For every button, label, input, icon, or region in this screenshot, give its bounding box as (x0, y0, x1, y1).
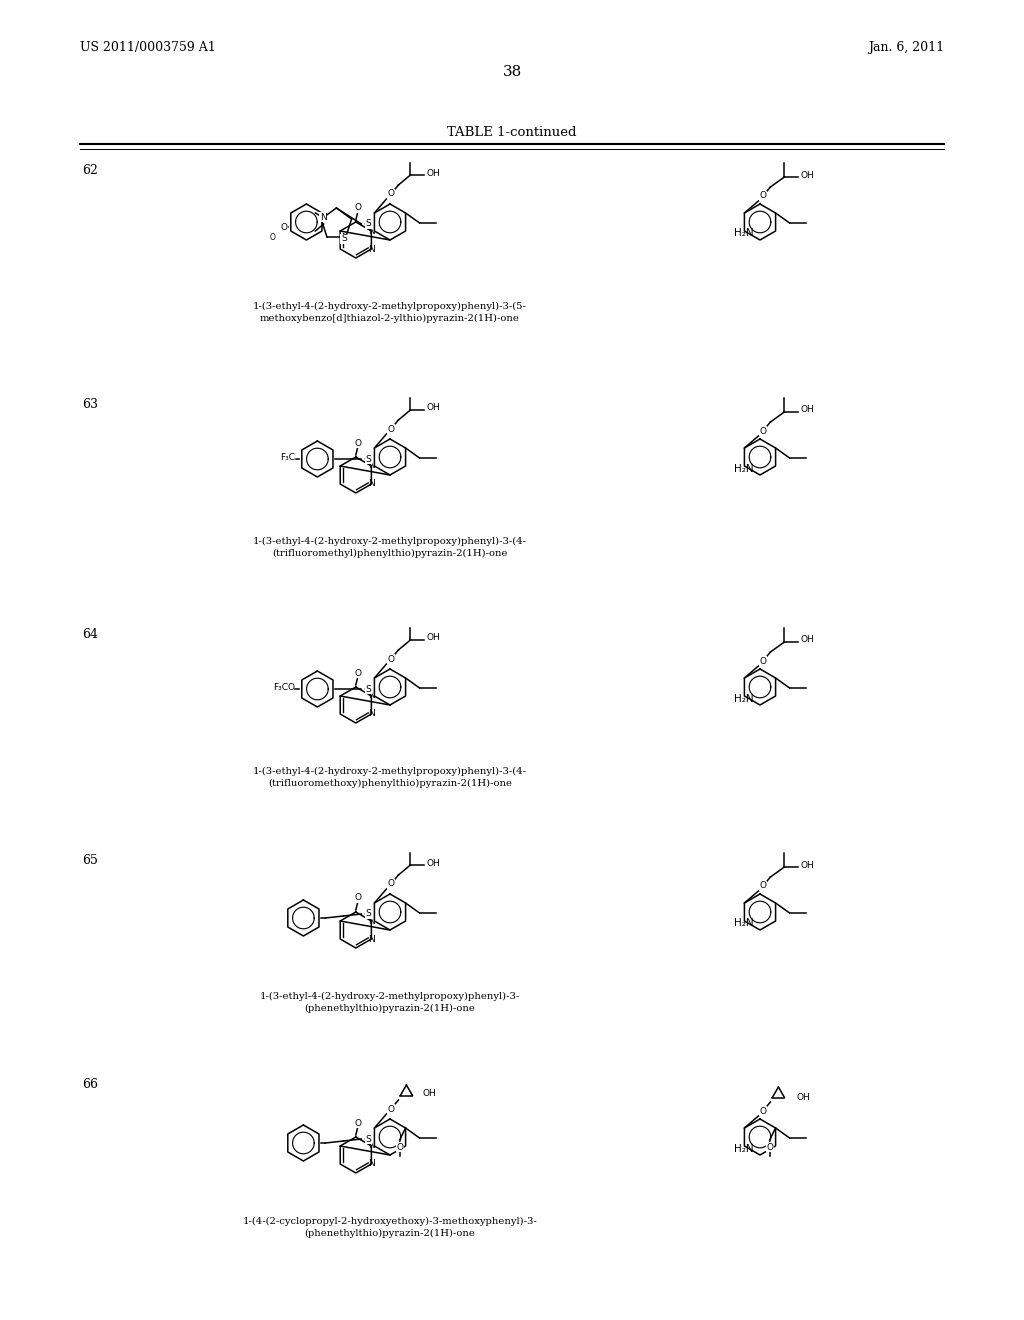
Text: OH: OH (426, 404, 440, 412)
Text: OH: OH (801, 405, 814, 414)
Text: OH: OH (801, 635, 814, 644)
Text: OH: OH (797, 1093, 810, 1102)
Text: O: O (354, 1118, 361, 1127)
Text: N: N (319, 213, 327, 222)
Text: N: N (368, 1159, 375, 1168)
Text: 1-(3-ethyl-4-(2-hydroxy-2-methylpropoxy)phenyl)-3-
(phenethylthio)pyrazin-2(1H)-: 1-(3-ethyl-4-(2-hydroxy-2-methylpropoxy)… (260, 993, 520, 1014)
Text: O: O (760, 656, 767, 665)
Text: N: N (368, 916, 375, 925)
Text: H₂N: H₂N (734, 1143, 754, 1154)
Text: H₂N: H₂N (734, 919, 754, 928)
Text: O: O (281, 223, 288, 231)
Text: O: O (766, 1143, 773, 1151)
Text: O: O (354, 203, 361, 213)
Text: H₂N: H₂N (734, 693, 754, 704)
Text: S: S (341, 235, 347, 243)
Text: N: N (368, 244, 375, 253)
Text: N: N (368, 462, 375, 470)
Text: OH: OH (801, 170, 814, 180)
Text: N: N (368, 710, 375, 718)
Text: O: O (354, 894, 361, 903)
Text: 62: 62 (82, 164, 98, 177)
Text: S: S (366, 685, 372, 693)
Text: N: N (368, 479, 375, 488)
Text: F₃C: F₃C (281, 453, 295, 462)
Text: OH: OH (426, 858, 440, 867)
Text: N: N (368, 935, 375, 944)
Text: 66: 66 (82, 1078, 98, 1092)
Text: N: N (368, 692, 375, 701)
Text: O: O (388, 1105, 395, 1114)
Text: H₂N: H₂N (734, 228, 754, 239)
Text: O: O (760, 882, 767, 891)
Text: 1-(3-ethyl-4-(2-hydroxy-2-methylpropoxy)phenyl)-3-(5-
methoxybenzo[d]thiazol-2-y: 1-(3-ethyl-4-(2-hydroxy-2-methylpropoxy)… (253, 302, 527, 323)
Text: S: S (366, 454, 372, 463)
Text: TABLE 1-continued: TABLE 1-continued (447, 125, 577, 139)
Text: 64: 64 (82, 628, 98, 642)
Text: O: O (760, 1106, 767, 1115)
Text: O: O (760, 191, 767, 201)
Text: O: O (760, 426, 767, 436)
Text: 1-(3-ethyl-4-(2-hydroxy-2-methylpropoxy)phenyl)-3-(4-
(trifluoromethyl)phenylthi: 1-(3-ethyl-4-(2-hydroxy-2-methylpropoxy)… (253, 537, 527, 558)
Text: OH: OH (801, 861, 814, 870)
Text: H₂N: H₂N (734, 463, 754, 474)
Text: US 2011/0003759 A1: US 2011/0003759 A1 (80, 41, 216, 54)
Text: S: S (366, 1134, 372, 1143)
Text: 63: 63 (82, 399, 98, 412)
Text: 1-(4-(2-cyclopropyl-2-hydroxyethoxy)-3-methoxyphenyl)-3-
(phenethylthio)pyrazin-: 1-(4-(2-cyclopropyl-2-hydroxyethoxy)-3-m… (243, 1217, 538, 1238)
Text: O: O (388, 879, 395, 888)
Text: OH: OH (426, 169, 440, 177)
Text: O: O (388, 190, 395, 198)
Text: S: S (366, 909, 372, 919)
Text: O: O (388, 425, 395, 433)
Text: N: N (368, 1142, 375, 1151)
Text: S: S (366, 219, 372, 228)
Text: OH: OH (423, 1089, 436, 1098)
Text: OH: OH (426, 634, 440, 643)
Text: 65: 65 (82, 854, 98, 866)
Text: O: O (269, 232, 275, 242)
Text: O: O (354, 668, 361, 677)
Text: N: N (368, 227, 375, 235)
Text: F₃CO: F₃CO (273, 682, 295, 692)
Text: 38: 38 (503, 65, 521, 79)
Text: Jan. 6, 2011: Jan. 6, 2011 (868, 41, 944, 54)
Text: 1-(3-ethyl-4-(2-hydroxy-2-methylpropoxy)phenyl)-3-(4-
(trifluoromethoxy)phenylth: 1-(3-ethyl-4-(2-hydroxy-2-methylpropoxy)… (253, 767, 527, 788)
Text: O: O (396, 1143, 403, 1151)
Text: O: O (388, 655, 395, 664)
Text: O: O (354, 438, 361, 447)
